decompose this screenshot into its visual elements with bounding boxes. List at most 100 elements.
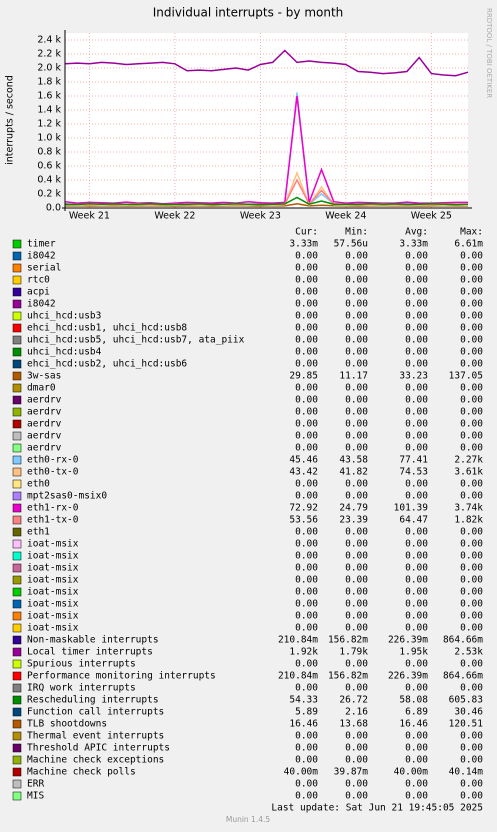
legend-stat: 43.42 xyxy=(289,467,318,478)
legend-stat: 0.00 xyxy=(295,359,318,370)
legend-swatch xyxy=(12,611,22,621)
legend-label: mpt2sas0-msix0 xyxy=(27,491,107,502)
legend-swatch xyxy=(12,455,22,465)
legend-swatch xyxy=(12,503,22,513)
legend-swatch xyxy=(12,299,22,309)
legend-stat: 0.00 xyxy=(295,479,318,490)
legend-stat: 0.00 xyxy=(460,755,483,766)
legend-swatch xyxy=(12,335,22,345)
legend-stat: 226.39m xyxy=(388,635,428,646)
legend-stat: 41.82 xyxy=(339,467,368,478)
legend-stat: 0.00 xyxy=(405,539,428,550)
legend-stat: 30.46 xyxy=(454,707,483,718)
legend-stat: 137.05 xyxy=(449,371,483,382)
y-tick-label: 1.0 k xyxy=(37,133,61,144)
legend-stat: 0.00 xyxy=(345,743,368,754)
legend-stat: 0.00 xyxy=(460,311,483,322)
legend-stat: 0.00 xyxy=(295,599,318,610)
legend-stat: 13.68 xyxy=(339,719,368,730)
legend-stat: 0.00 xyxy=(460,791,483,802)
legend-stat: 0.00 xyxy=(295,527,318,538)
legend-stat: 0.00 xyxy=(460,611,483,622)
legend-stat: 0.00 xyxy=(295,335,318,346)
legend-swatch xyxy=(12,647,22,657)
legend-stat: 0.00 xyxy=(405,755,428,766)
legend-stat: 0.00 xyxy=(460,263,483,274)
legend-label: i8042 xyxy=(27,251,56,262)
legend-stat: 0.00 xyxy=(295,611,318,622)
legend-stat: 0.00 xyxy=(460,587,483,598)
legend-swatch xyxy=(12,563,22,573)
legend-stat: 0.00 xyxy=(345,443,368,454)
legend-stat: 0.00 xyxy=(405,311,428,322)
column-header: Avg: xyxy=(405,227,428,238)
legend-stat: 0.00 xyxy=(295,251,318,262)
legend-stat: 605.83 xyxy=(449,695,483,706)
y-tick-label: 0.8 k xyxy=(37,147,61,158)
legend-stat: 0.00 xyxy=(460,299,483,310)
legend-stat: 0.00 xyxy=(295,779,318,790)
legend-stat: 0.00 xyxy=(295,539,318,550)
y-tick-label: 0.4 k xyxy=(37,175,61,186)
legend-stat: 0.00 xyxy=(405,743,428,754)
legend-label: ehci_hcd:usb2, uhci_hcd:usb6 xyxy=(27,359,187,370)
legend-swatch xyxy=(12,263,22,273)
legend-swatch xyxy=(12,347,22,357)
series-line xyxy=(64,203,468,207)
legend-label: serial xyxy=(27,263,61,274)
legend-label: ioat-msix xyxy=(27,563,79,574)
legend-stat: 210.84m xyxy=(278,671,318,682)
legend-label: ehci_hcd:usb1, uhci_hcd:usb8 xyxy=(27,323,187,334)
legend-stat: 0.00 xyxy=(345,395,368,406)
legend-stat: 0.00 xyxy=(460,563,483,574)
legend-swatch xyxy=(12,443,22,453)
legend-stat: 0.00 xyxy=(295,419,318,430)
legend-label: eth1-tx-0 xyxy=(27,515,79,526)
legend-label: ERR xyxy=(27,779,44,790)
y-tick-label: 0.2 k xyxy=(37,189,61,200)
legend-label: ioat-msix xyxy=(27,575,79,586)
legend-swatch xyxy=(12,683,22,693)
legend-swatch xyxy=(12,551,22,561)
legend-swatch xyxy=(12,599,22,609)
legend-swatch xyxy=(12,467,22,477)
legend-label: aerdrv xyxy=(27,395,62,406)
legend-stat: 77.41 xyxy=(399,455,428,466)
legend-stat: 156.82m xyxy=(328,635,368,646)
legend-stat: 0.00 xyxy=(345,611,368,622)
legend-stat: 0.00 xyxy=(295,659,318,670)
legend-stat: 0.00 xyxy=(405,419,428,430)
legend-stat: 0.00 xyxy=(405,491,428,502)
legend-stat: 0.00 xyxy=(295,791,318,802)
legend-stat: 0.00 xyxy=(345,539,368,550)
legend-swatch xyxy=(12,323,22,333)
legend-stat: 0.00 xyxy=(405,779,428,790)
legend-label: 3w-sas xyxy=(27,371,61,382)
legend-stat: 0.00 xyxy=(345,527,368,538)
legend-stat: 1.92k xyxy=(289,647,318,658)
legend-stat: 0.00 xyxy=(345,731,368,742)
legend-stat: 0.00 xyxy=(295,731,318,742)
last-update: Last update: Sat Jun 21 19:45:05 2025 xyxy=(271,803,483,814)
legend-swatch xyxy=(12,239,22,249)
y-tick-label: 0.0 xyxy=(46,203,61,214)
legend-label: ioat-msix xyxy=(27,551,79,562)
column-header: Max: xyxy=(460,227,483,238)
legend-swatch xyxy=(12,587,22,597)
legend-label: uhci_hcd:usb3 xyxy=(27,311,101,322)
y-tick-label: 2.4 k xyxy=(37,35,61,46)
legend-swatch xyxy=(12,707,22,717)
legend-stat: 0.00 xyxy=(295,263,318,274)
legend-stat: 0.00 xyxy=(345,383,368,394)
legend-stat: 210.84m xyxy=(278,635,318,646)
legend-stat: 0.00 xyxy=(345,251,368,262)
legend-label: Machine check exceptions xyxy=(27,755,164,766)
legend-stat: 0.00 xyxy=(405,587,428,598)
legend-stat: 0.00 xyxy=(295,683,318,694)
legend-stat: 0.00 xyxy=(405,479,428,490)
legend-stat: 0.00 xyxy=(460,551,483,562)
side-label: RRDTOOL / TOBI OETIKER xyxy=(485,8,493,98)
legend-swatch xyxy=(12,791,22,801)
legend-stat: 0.00 xyxy=(345,407,368,418)
legend-stat: 0.00 xyxy=(460,623,483,634)
